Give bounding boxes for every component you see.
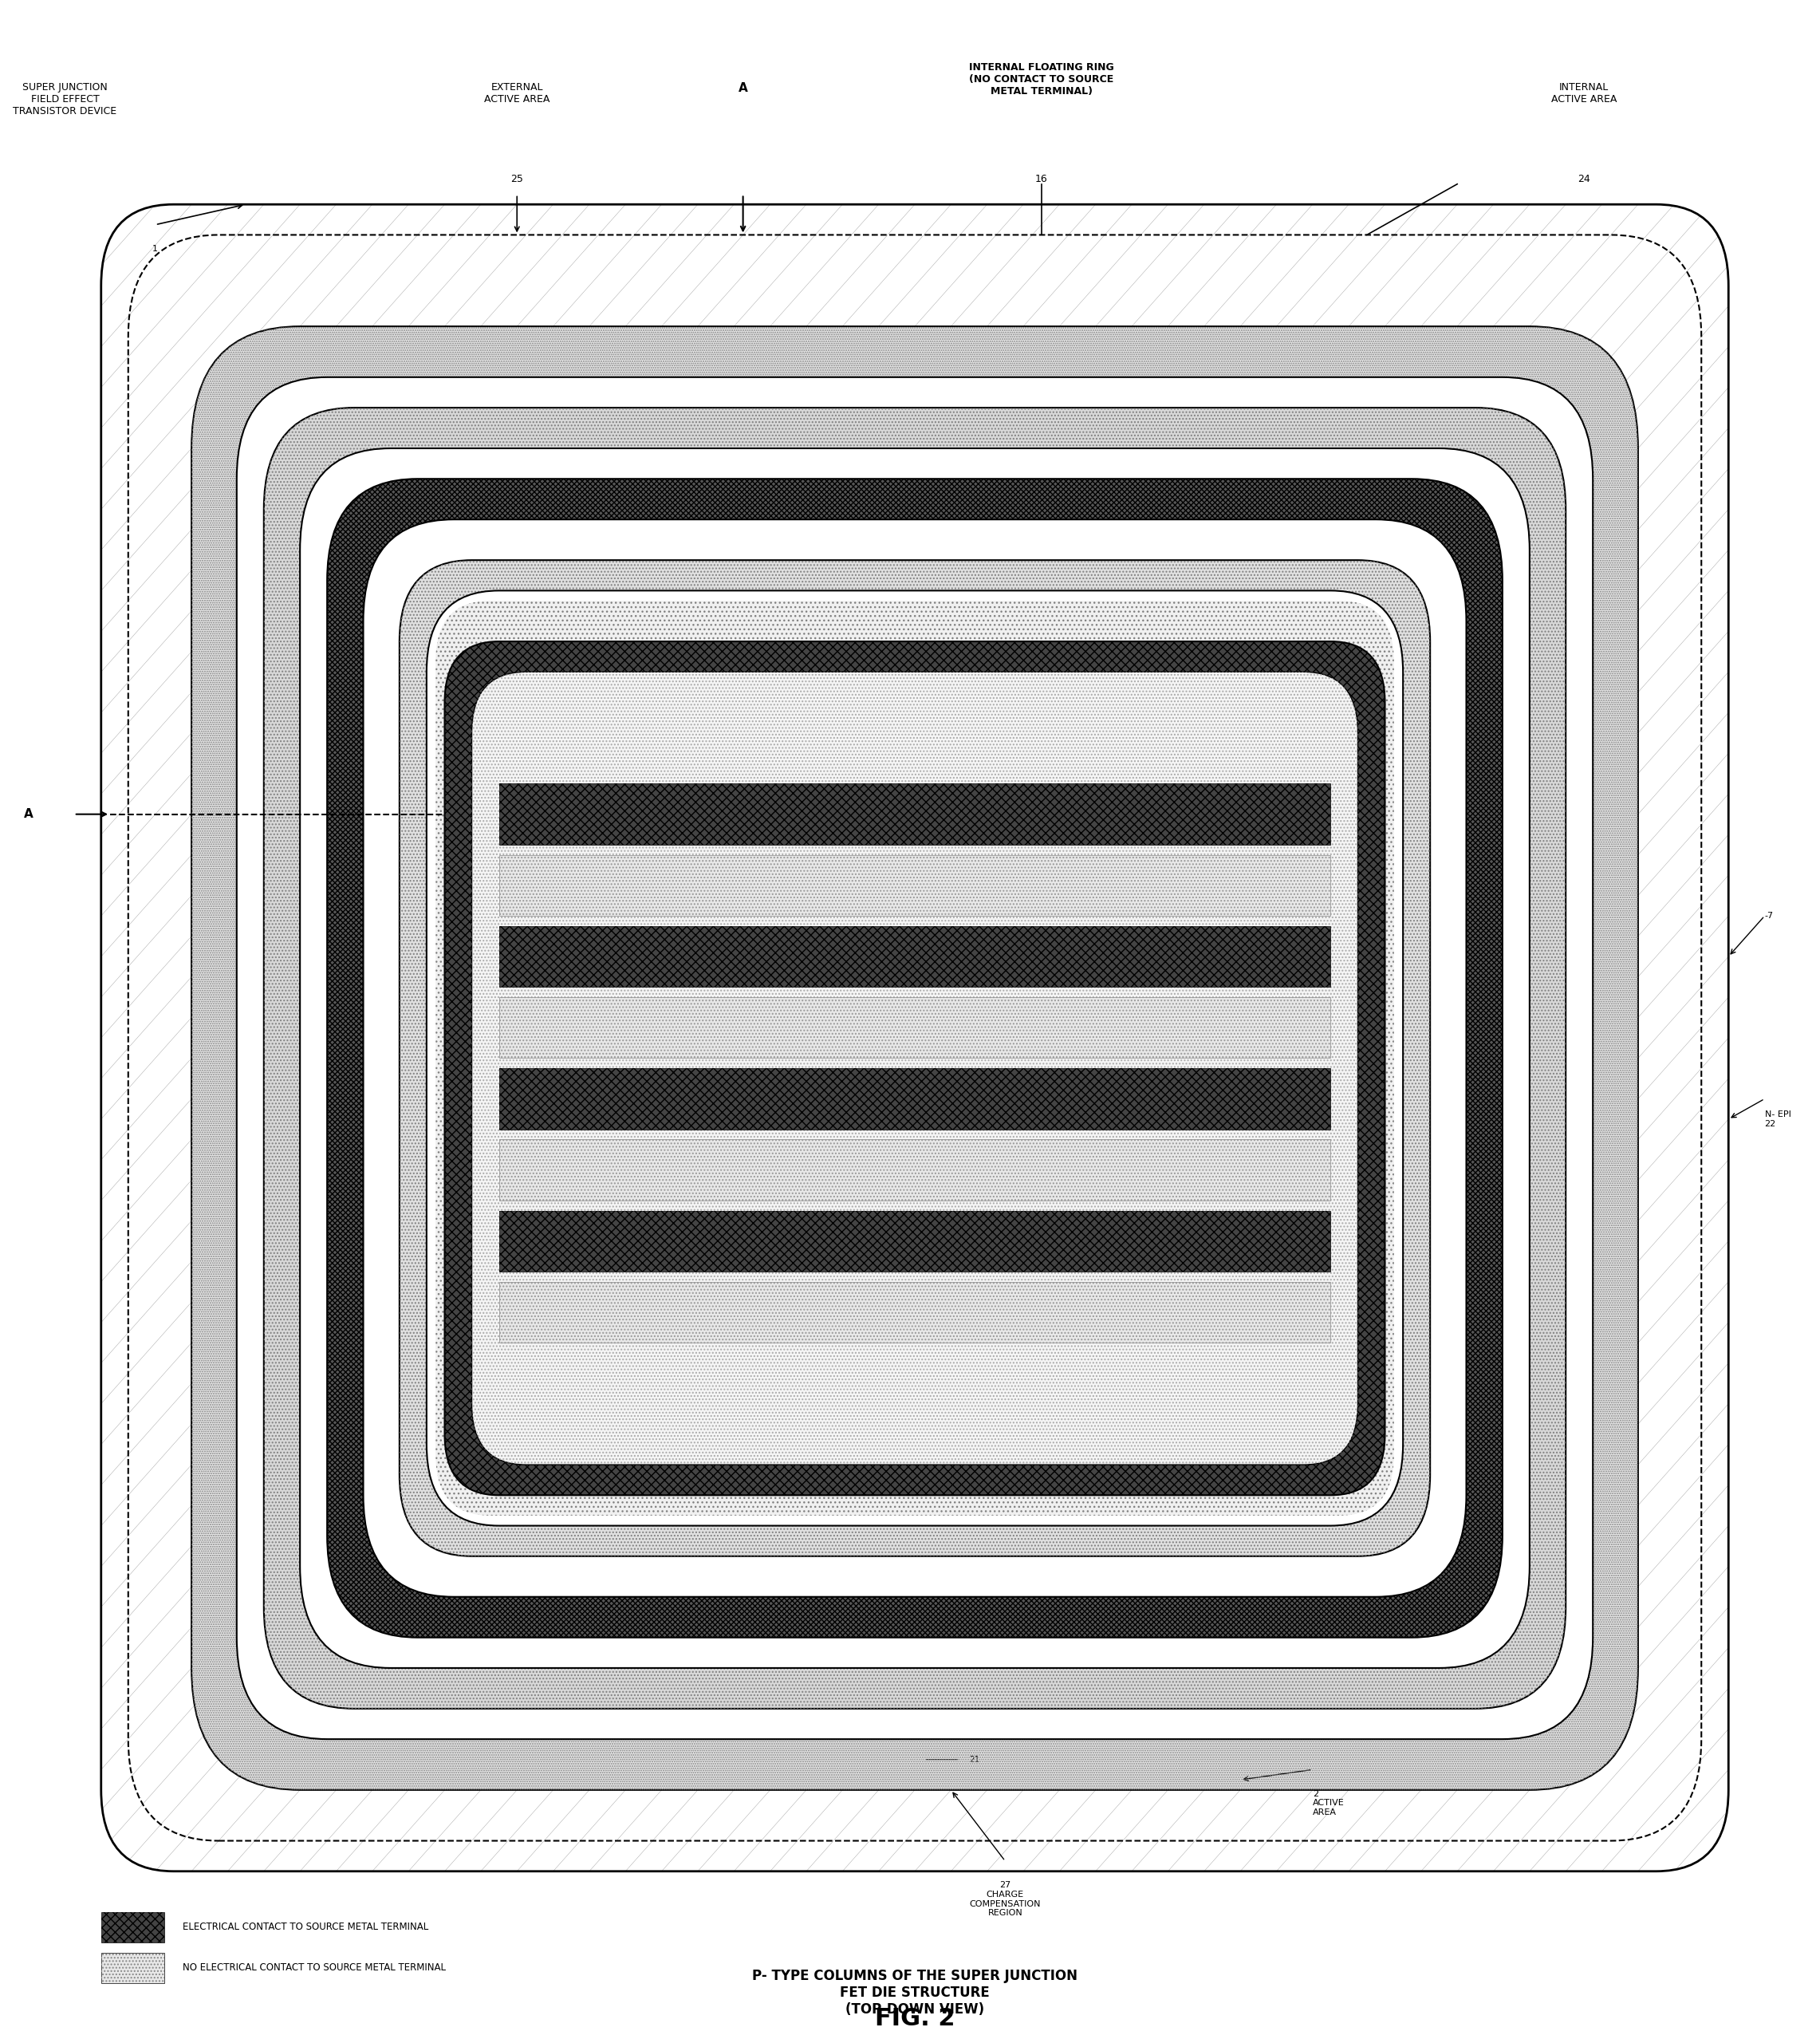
Bar	[499, 1282, 1330, 1343]
Bar	[102, 1952, 164, 1982]
FancyBboxPatch shape	[191, 326, 1638, 1791]
Bar	[499, 926, 1330, 987]
Text: 2
ACTIVE
AREA: 2 ACTIVE AREA	[1312, 1791, 1345, 1817]
Text: 14: 14	[1150, 1237, 1161, 1245]
Bar	[499, 1282, 1330, 1343]
Bar	[499, 783, 1330, 845]
Bar	[499, 1211, 1330, 1272]
Text: 15: 15	[1150, 1309, 1161, 1317]
FancyBboxPatch shape	[444, 641, 1385, 1496]
Bar	[499, 1068, 1330, 1129]
Text: 12: 12	[1150, 1095, 1161, 1103]
Text: 1: 1	[153, 244, 158, 252]
Text: 24: 24	[1150, 596, 1161, 604]
Text: 16: 16	[1036, 173, 1048, 185]
FancyBboxPatch shape	[399, 560, 1431, 1557]
Text: 8: 8	[934, 779, 937, 788]
Text: 25: 25	[511, 173, 524, 185]
Bar	[102, 1952, 164, 1982]
FancyBboxPatch shape	[471, 672, 1358, 1465]
Text: 27
CHARGE
COMPENSATION
REGION: 27 CHARGE COMPENSATION REGION	[970, 1882, 1041, 1917]
Text: FIG. 2: FIG. 2	[875, 2007, 956, 2029]
FancyBboxPatch shape	[264, 407, 1565, 1709]
Text: 17: 17	[968, 1573, 979, 1581]
Text: 24: 24	[1578, 173, 1591, 185]
Text: A: A	[24, 808, 33, 820]
Bar	[102, 1913, 164, 1943]
Text: EXTERNAL
ACTIVE AREA: EXTERNAL ACTIVE AREA	[484, 83, 550, 104]
FancyBboxPatch shape	[300, 448, 1529, 1669]
FancyBboxPatch shape	[435, 600, 1394, 1516]
Text: INTERNAL FLOATING RING
(NO CONTACT TO SOURCE
METAL TERMINAL): INTERNAL FLOATING RING (NO CONTACT TO SO…	[968, 63, 1114, 96]
Bar	[499, 997, 1330, 1058]
Text: 9: 9	[1150, 861, 1156, 869]
Bar	[499, 926, 1330, 987]
Text: 19: 19	[968, 1665, 979, 1673]
Bar	[499, 1068, 1330, 1129]
FancyBboxPatch shape	[364, 519, 1467, 1597]
Text: 26: 26	[879, 556, 890, 564]
Text: N- EPI
22: N- EPI 22	[1765, 1111, 1791, 1127]
Text: P- TYPE COLUMNS OF THE SUPER JUNCTION
FET DIE STRUCTURE
(TOP-DOWN VIEW): P- TYPE COLUMNS OF THE SUPER JUNCTION FE…	[752, 1968, 1077, 2017]
FancyBboxPatch shape	[328, 478, 1503, 1638]
Text: INTERNAL
ACTIVE AREA: INTERNAL ACTIVE AREA	[1551, 83, 1616, 104]
Bar	[499, 855, 1330, 916]
Text: -7: -7	[1765, 912, 1773, 920]
Bar	[499, 1140, 1330, 1201]
Bar	[499, 997, 1330, 1058]
Bar	[499, 1140, 1330, 1201]
Text: 18: 18	[968, 1614, 979, 1622]
Bar	[499, 783, 1330, 845]
Text: SUPER JUNCTION
FIELD EFFECT
TRANSISTOR DEVICE: SUPER JUNCTION FIELD EFFECT TRANSISTOR D…	[13, 83, 116, 116]
Bar	[499, 855, 1330, 916]
Text: 11: 11	[1150, 1013, 1161, 1022]
FancyBboxPatch shape	[426, 590, 1403, 1526]
FancyBboxPatch shape	[237, 376, 1592, 1740]
Text: A: A	[739, 83, 748, 94]
FancyBboxPatch shape	[102, 204, 1729, 1872]
Text: 20: 20	[968, 1705, 979, 1713]
Text: 10: 10	[1150, 942, 1161, 950]
Text: NO ELECTRICAL CONTACT TO SOURCE METAL TERMINAL: NO ELECTRICAL CONTACT TO SOURCE METAL TE…	[182, 1962, 446, 1974]
Text: 21: 21	[968, 1756, 979, 1764]
Text: ELECTRICAL CONTACT TO SOURCE METAL TERMINAL: ELECTRICAL CONTACT TO SOURCE METAL TERMI…	[182, 1921, 428, 1933]
Text: 13: 13	[1150, 1166, 1161, 1174]
Bar	[102, 1913, 164, 1943]
Bar	[499, 1211, 1330, 1272]
